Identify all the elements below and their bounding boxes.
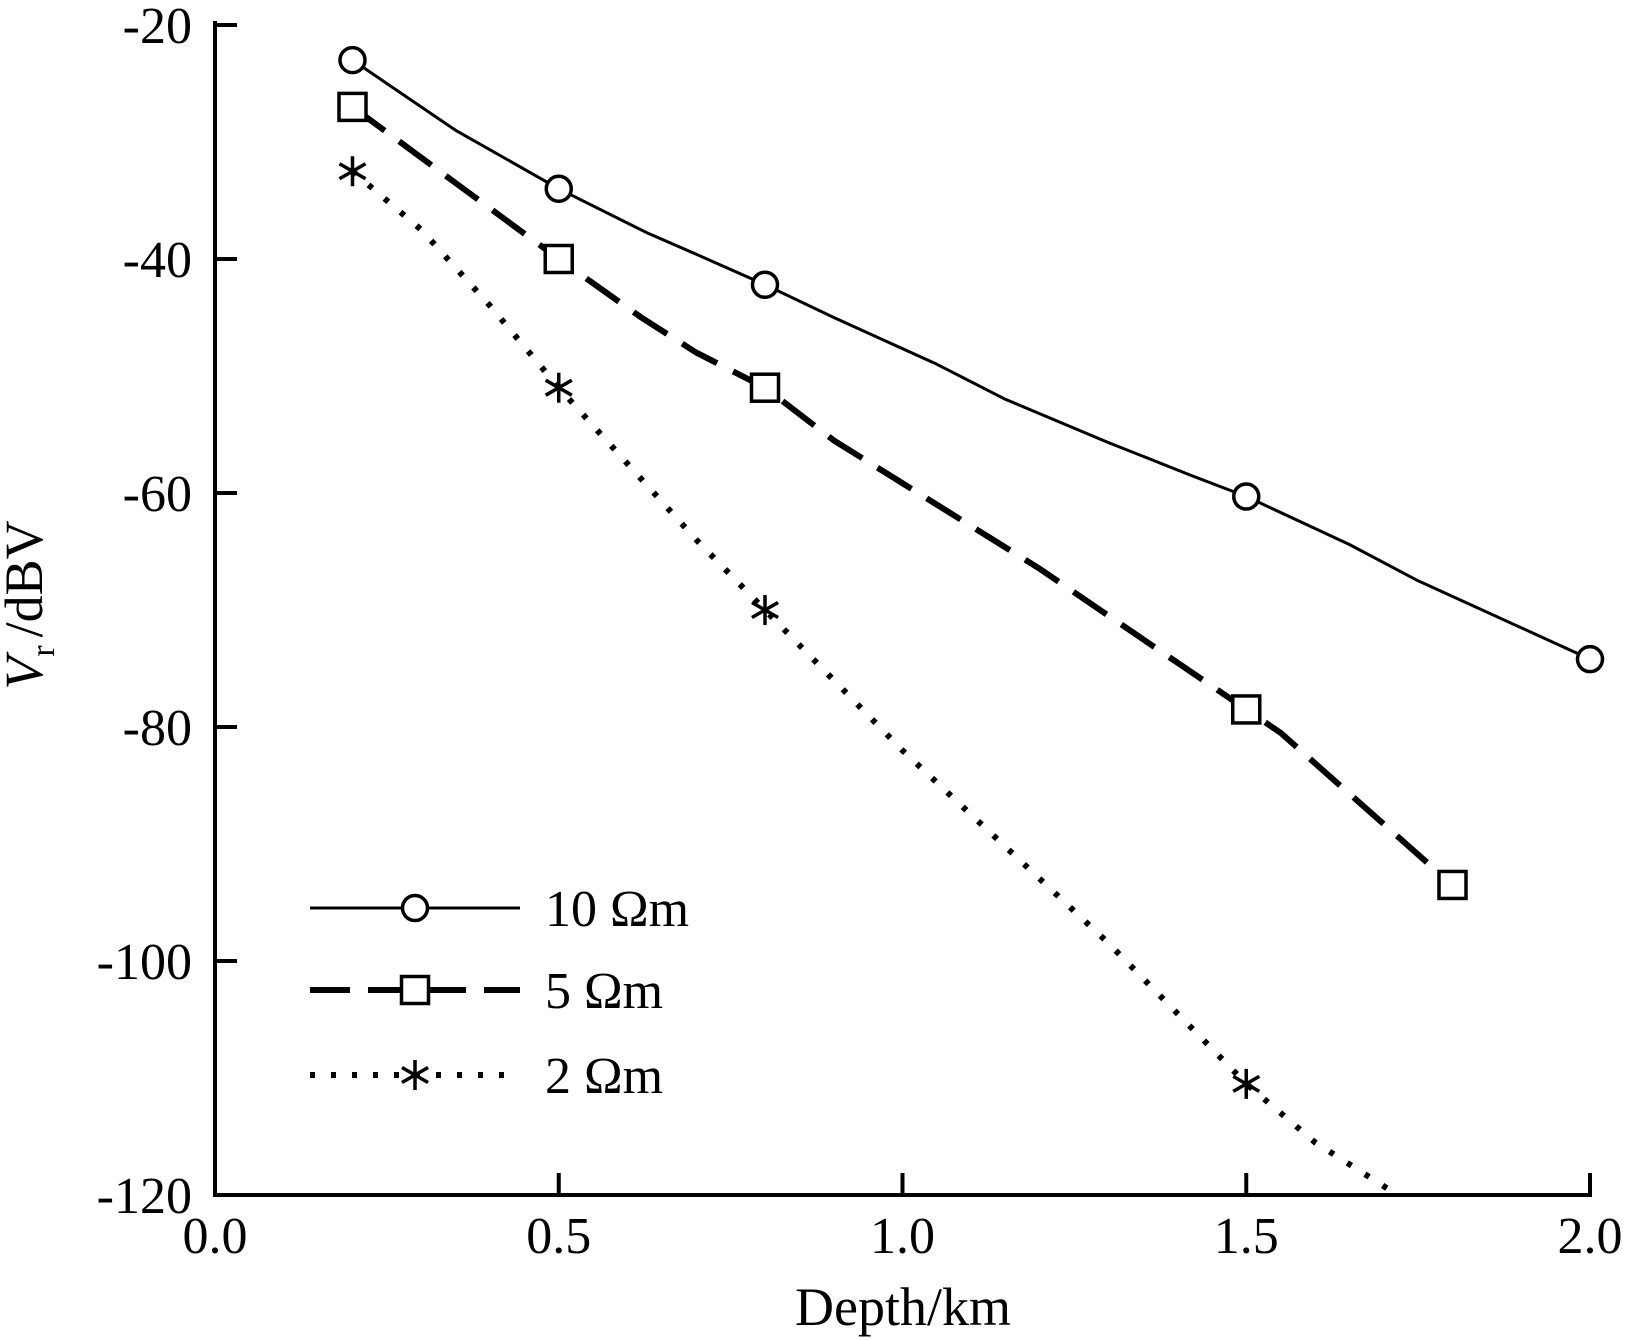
- data-point: [544, 372, 573, 403]
- series-line: [350, 104, 1455, 888]
- legend-entry: 10 Ωm: [310, 881, 689, 938]
- data-point: [337, 91, 368, 123]
- data-point: [749, 372, 781, 403]
- x-tick-label: 2.0: [1558, 1208, 1623, 1265]
- data-point: [338, 156, 367, 187]
- legend-marker: [400, 893, 430, 923]
- data-point: [1232, 1068, 1261, 1099]
- x-tick-label: 1.5: [1214, 1208, 1279, 1265]
- legend-label: 5 Ωm: [545, 963, 663, 1020]
- data-point: [1437, 869, 1468, 901]
- y-tick-label: -100: [97, 934, 192, 991]
- data-point: [544, 174, 573, 204]
- data-point: [751, 595, 779, 625]
- data-point: [1231, 694, 1262, 725]
- axes: [213, 21, 1592, 1197]
- y-tick-label: -80: [123, 700, 192, 757]
- y-tick-label: -60: [123, 466, 192, 523]
- legend: 10 Ωm 5 Ωm 2 Ωm: [310, 881, 689, 1105]
- series-0: [338, 45, 1605, 674]
- y-axis-title-unit: /dBV: [0, 520, 54, 637]
- data-point: [1575, 644, 1605, 674]
- legend-marker: [399, 974, 431, 1006]
- data-point: [1232, 482, 1261, 511]
- y-axis-title: Vr/dBV: [0, 520, 62, 689]
- series-line: [350, 169, 1400, 1198]
- series-layer: [337, 45, 1605, 1198]
- legend-entry: 2 Ωm: [310, 1048, 663, 1105]
- y-tick-label: -20: [123, 0, 192, 55]
- x-tick-label: 1.0: [870, 1208, 935, 1265]
- x-tick-label: 0.5: [526, 1208, 591, 1265]
- series-2: [338, 156, 1400, 1198]
- x-axis-title: Depth/km: [795, 1277, 1011, 1337]
- legend-marker: [401, 1060, 429, 1090]
- data-point: [750, 270, 780, 299]
- series-line: [351, 58, 1591, 661]
- legend-label: 10 Ωm: [545, 881, 689, 938]
- legend-entry: 5 Ωm: [310, 963, 663, 1020]
- y-tick-label: -40: [123, 232, 192, 289]
- series-1: [337, 91, 1468, 901]
- ticks: 0.0 0.5 1.0 1.5 2.0 -20 -40 -60 -80 -100 -120: [97, 0, 1623, 1265]
- x-tick-label: 0.0: [183, 1208, 248, 1265]
- data-point: [543, 243, 574, 275]
- legend-label: 2 Ωm: [545, 1048, 663, 1105]
- data-point: [338, 45, 367, 75]
- y-axis-title-subscript: r: [25, 645, 62, 657]
- y-axis-title-symbol: V: [0, 651, 54, 690]
- y-tick-label: -120: [97, 1168, 192, 1225]
